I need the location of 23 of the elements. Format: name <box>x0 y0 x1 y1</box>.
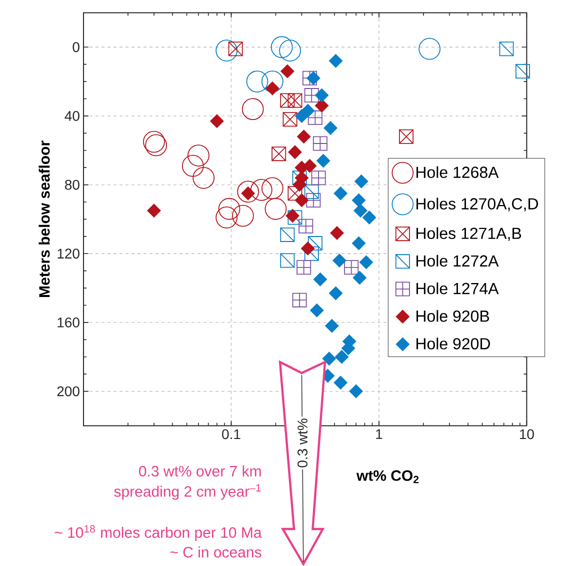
text: spreading 2 cm year$^{–1}$ <box>114 484 261 500</box>
legend-label: Holes 1271A,B <box>416 227 522 241</box>
legend-label: Hole 920B <box>416 310 490 322</box>
x-tick-label: 0.1 <box>222 429 240 440</box>
text: ~ 10$^{18}$ moles carbon per 10 Ma <box>54 525 262 541</box>
legend-label: Hole 1274A <box>416 282 499 294</box>
y-tick-label: 120 <box>58 248 80 259</box>
legend-label: Holes 1270A,C,D <box>416 198 538 212</box>
y-tick-label: 80 <box>65 180 80 190</box>
y-tick-label: 0 <box>72 42 80 52</box>
y-tick-label: 160 <box>58 317 80 328</box>
text: 0.3 wt% over 7 km <box>139 465 261 476</box>
y-tick-label: 40 <box>64 110 80 121</box>
y-axis-title: Meters below seafloor <box>38 140 50 297</box>
x-tick-label: 1 <box>376 429 382 439</box>
legend-label: Hole 1272A <box>416 254 499 267</box>
x-tick-label: 10 <box>520 429 534 440</box>
annotation: 0.3 wt% <box>298 418 308 468</box>
y-tick-label: 200 <box>57 386 80 396</box>
legend-label: Hole 920D <box>416 338 490 350</box>
legend-label: Hole 1268A <box>416 166 499 178</box>
x-axis-title: wt% CO$_{2}$ <box>356 470 419 484</box>
text: ~ C in oceans <box>170 546 262 558</box>
